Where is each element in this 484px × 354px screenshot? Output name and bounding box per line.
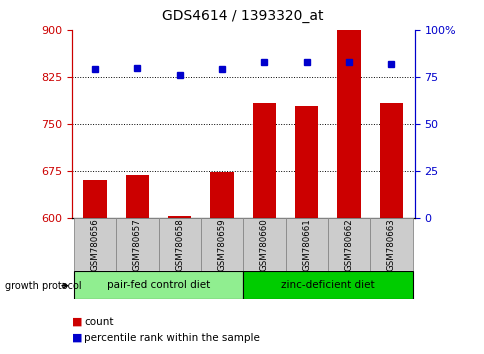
- Bar: [168, 216, 191, 218]
- Bar: [294, 107, 318, 218]
- Text: pair-fed control diet: pair-fed control diet: [106, 280, 210, 290]
- Text: GSM780659: GSM780659: [217, 218, 226, 270]
- Text: GSM780661: GSM780661: [302, 218, 311, 271]
- Bar: [337, 30, 360, 218]
- Text: GDS4614 / 1393320_at: GDS4614 / 1393320_at: [162, 9, 322, 23]
- Text: ■: ■: [72, 317, 82, 327]
- Text: GSM780656: GSM780656: [91, 218, 99, 271]
- Text: zinc-deficient diet: zinc-deficient diet: [281, 280, 374, 290]
- Bar: [379, 103, 402, 218]
- Bar: [252, 103, 275, 218]
- Bar: [369, 218, 412, 271]
- Bar: [74, 218, 116, 271]
- Bar: [327, 218, 369, 271]
- Bar: [200, 218, 243, 271]
- Bar: [74, 271, 242, 299]
- Bar: [125, 175, 149, 218]
- Text: growth protocol: growth protocol: [5, 281, 81, 291]
- Bar: [116, 218, 158, 271]
- Bar: [158, 218, 200, 271]
- Bar: [242, 218, 285, 271]
- Text: percentile rank within the sample: percentile rank within the sample: [84, 333, 259, 343]
- Text: GSM780660: GSM780660: [259, 218, 268, 271]
- Text: ■: ■: [72, 333, 82, 343]
- Text: GSM780663: GSM780663: [386, 218, 395, 271]
- Text: count: count: [84, 317, 113, 327]
- Text: GSM780657: GSM780657: [133, 218, 142, 271]
- Bar: [285, 218, 327, 271]
- Bar: [242, 271, 412, 299]
- Bar: [83, 180, 106, 218]
- Text: GSM780658: GSM780658: [175, 218, 184, 271]
- Bar: [210, 172, 233, 218]
- Text: GSM780662: GSM780662: [344, 218, 353, 271]
